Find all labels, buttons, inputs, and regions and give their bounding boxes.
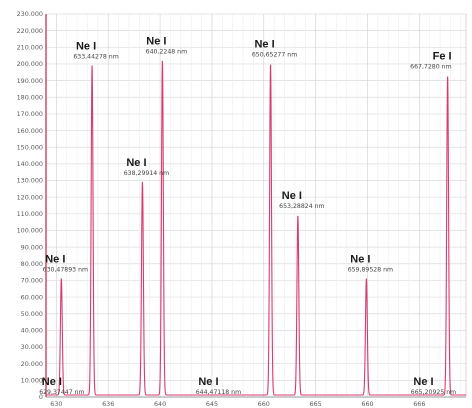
y-tick-label: 90.000 <box>21 243 43 251</box>
peak-wavelength-label: 659,89528 nm <box>348 266 393 273</box>
peak-wavelength-label: 638,29914 nm <box>124 170 169 177</box>
y-tick-label: 150.000 <box>17 143 43 151</box>
y-tick-label: 120.000 <box>17 193 43 201</box>
peak-wavelength-label: 665,20925 nm <box>411 389 456 396</box>
peak-element-label: Ne I <box>282 190 302 202</box>
y-tick-label: 50.000 <box>21 310 43 318</box>
y-tick-label: 180.000 <box>17 93 43 101</box>
y-tick-label: 140.000 <box>17 160 43 168</box>
peak-element-label: Ne I <box>350 253 370 265</box>
x-tick-label: 666 <box>413 400 425 408</box>
y-tick-label: 0 <box>39 393 43 401</box>
y-tick-label: 170.000 <box>17 110 43 118</box>
peak-element-label: Ne I <box>146 35 166 47</box>
spectrum-line <box>46 60 466 396</box>
peak-element-label: Ne I <box>45 253 65 265</box>
peak-element-label: Ne I <box>76 40 96 52</box>
y-tick-label: 190.000 <box>17 77 43 85</box>
y-tick-label: 100.000 <box>17 227 43 235</box>
x-tick-label: 630 <box>50 400 62 408</box>
y-tick-label: 20.000 <box>21 360 43 368</box>
y-tick-label: 80.000 <box>21 260 43 268</box>
y-tick-label: 60.000 <box>21 293 43 301</box>
y-tick-label: 200.000 <box>17 60 43 68</box>
peak-wavelength-label: 653,28824 nm <box>279 203 324 210</box>
peak-wavelength-label: 629,37447 nm <box>39 389 84 396</box>
y-tick-label: 130.000 <box>17 177 43 185</box>
x-tick-label: 665 <box>310 400 322 408</box>
peak-element-label: Ne I <box>254 39 274 51</box>
series-lines <box>46 60 466 396</box>
x-tick-label: 636 <box>102 400 114 408</box>
y-tick-label: 10.000 <box>21 377 43 385</box>
y-tick-label: 210.000 <box>17 44 43 52</box>
peak-wavelength-label: 650,65277 nm <box>252 52 297 59</box>
x-tick-label: 660 <box>361 400 373 408</box>
peak-wavelength-label: 667,7280 nm <box>410 63 451 70</box>
y-tick-label: 40.000 <box>21 327 43 335</box>
peak-element-label: Ne I <box>413 376 433 388</box>
grid <box>45 13 466 398</box>
y-tick-label: 220.000 <box>17 27 43 35</box>
peak-wavelength-label: 630,47893 nm <box>43 266 88 273</box>
x-tick-label: 640 <box>154 400 166 408</box>
y-tick-label: 30.000 <box>21 343 43 351</box>
peak-element-label: Ne I <box>42 376 62 388</box>
peak-element-label: Fe I <box>433 50 452 62</box>
axes: 0 10.000 20.000 30.000 40.000 50.000 60.000 70.… <box>17 10 467 408</box>
peak-element-label: Ne I <box>198 376 218 388</box>
y-tick-label: 160.000 <box>17 127 43 135</box>
x-tick-label: 660 <box>258 400 270 408</box>
y-tick-label: 110.000 <box>17 210 43 218</box>
peak-wavelength-label: 640,2248 nm <box>146 48 187 55</box>
y-tick-label: 230.000 <box>17 10 43 18</box>
peak-wavelength-label: 633,44278 nm <box>73 53 118 60</box>
x-tick-label: 645 <box>206 400 218 408</box>
peak-element-label: Ne I <box>126 157 146 169</box>
peak-wavelength-label: 644,47118 nm <box>196 389 241 396</box>
y-tick-label: 70.000 <box>21 277 43 285</box>
